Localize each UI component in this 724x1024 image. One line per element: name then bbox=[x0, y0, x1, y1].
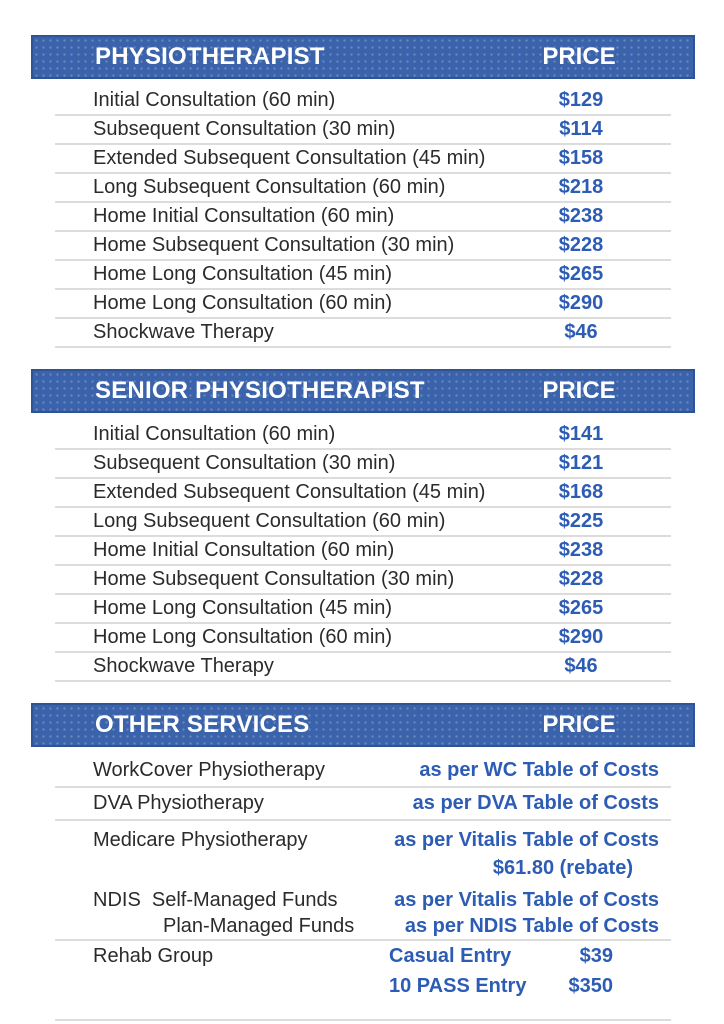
service-name: Home Long Consultation (45 min) bbox=[93, 263, 393, 285]
entry-label: Casual Entry bbox=[389, 945, 512, 967]
service-price: Casual Entry $39 10 PASS Entry $350 bbox=[361, 941, 671, 1001]
service-name: Extended Subsequent Consultation (45 min… bbox=[93, 481, 486, 503]
entry-label: 10 PASS Entry bbox=[389, 975, 527, 997]
price-line: as per NDIS Table of Costs bbox=[404, 915, 659, 937]
price-row: Extended Subsequent Consultation (45 min… bbox=[55, 145, 671, 174]
price-row: Medicare Physiotherapy as per Vitalis Tab… bbox=[55, 821, 671, 887]
price-row: Subsequent Consultation (30 min) $121 bbox=[55, 450, 671, 479]
service-price: as per Vitalis Table of Costs $61.80 (reb… bbox=[361, 826, 671, 882]
service-name: Home Long Consultation (45 min) bbox=[93, 597, 393, 619]
service-line: Plan-Managed Funds bbox=[163, 915, 355, 937]
price-section: OTHER SERVICES PRICE WorkCover Physiothera… bbox=[31, 703, 695, 1021]
price-column-header: PRICE bbox=[542, 377, 616, 404]
price-entry: 10 PASS Entry $350 bbox=[361, 971, 659, 1001]
price-row: Initial Consultation (60 min) $141 bbox=[55, 421, 671, 450]
service-name: DVA Physiotherapy bbox=[93, 792, 264, 814]
service-name: Shockwave Therapy bbox=[93, 655, 274, 677]
service-price: $158 bbox=[558, 147, 604, 169]
service-price: $141 bbox=[558, 423, 604, 445]
price-row: Home Long Consultation (45 min) $265 bbox=[55, 595, 671, 624]
service-name: Home Initial Consultation (60 min) bbox=[93, 539, 395, 561]
price-line: as per Vitalis Table of Costs bbox=[394, 889, 659, 911]
price-column-header: PRICE bbox=[542, 711, 616, 738]
service-name: Long Subsequent Consultation (60 min) bbox=[93, 176, 446, 198]
service-name: Long Subsequent Consultation (60 min) bbox=[93, 510, 446, 532]
service-name: Rehab Group bbox=[93, 945, 214, 967]
price-list: PHYSIOTHERAPIST PRICE Initial Consultation… bbox=[31, 35, 695, 1021]
price-line: as per Vitalis Table of Costs bbox=[394, 829, 659, 851]
price-section: PHYSIOTHERAPIST PRICE Initial Consultation… bbox=[31, 35, 695, 348]
service-price: $290 bbox=[558, 292, 604, 314]
section-header-bar: OTHER SERVICES PRICE bbox=[31, 703, 695, 747]
price-row: Home Subsequent Consultation (30 min) $22… bbox=[55, 232, 671, 261]
price-row: Home Subsequent Consultation (30 min) $22… bbox=[55, 566, 671, 595]
service-price: $114 bbox=[559, 118, 603, 140]
service-rows: WorkCover Physiotherapy as per WC Table o… bbox=[55, 747, 671, 1021]
service-name: Subsequent Consultation (30 min) bbox=[93, 452, 396, 474]
service-price: $238 bbox=[558, 205, 604, 227]
service-price: $46 bbox=[564, 655, 598, 677]
service-name: Home Initial Consultation (60 min) bbox=[93, 205, 395, 227]
service-name: Extended Subsequent Consultation (45 min… bbox=[93, 147, 486, 169]
service-name: Shockwave Therapy bbox=[93, 321, 274, 343]
service-price: as per Vitalis Table of Costs as per NDIS… bbox=[361, 887, 671, 939]
service-price: as per WC Table of Costs bbox=[419, 759, 659, 781]
price-row: Shockwave Therapy $46 bbox=[55, 653, 671, 682]
entry-amount: $39 bbox=[579, 945, 613, 967]
service-price: $168 bbox=[558, 481, 604, 503]
price-row: Shockwave Therapy $46 bbox=[55, 319, 671, 348]
service-price: $46 bbox=[564, 321, 598, 343]
price-row: Home Long Consultation (60 min) $290 bbox=[55, 624, 671, 653]
price-row: Long Subsequent Consultation (60 min) $22… bbox=[55, 508, 671, 537]
price-row: Subsequent Consultation (30 min) $114 bbox=[55, 116, 671, 145]
price-row: DVA Physiotherapy as per DVA Table of Cos… bbox=[55, 788, 671, 821]
service-name: Home Long Consultation (60 min) bbox=[93, 292, 393, 314]
service-rows: Initial Consultation (60 min) $141 Subsequ… bbox=[55, 413, 671, 682]
service-name: Initial Consultation (60 min) bbox=[93, 89, 336, 111]
service-price: $228 bbox=[558, 568, 604, 590]
price-row: Extended Subsequent Consultation (45 min… bbox=[55, 479, 671, 508]
service-price: $265 bbox=[558, 597, 604, 619]
section-title: OTHER SERVICES bbox=[95, 711, 310, 738]
price-column-header: PRICE bbox=[542, 43, 616, 70]
service-price: $218 bbox=[558, 176, 604, 198]
section-title: SENIOR PHYSIOTHERAPIST bbox=[95, 377, 425, 404]
service-name: WorkCover Physiotherapy bbox=[93, 759, 325, 781]
service-name: NDIS Self-Managed Funds Plan-Managed Fund… bbox=[55, 887, 361, 939]
price-entry: Casual Entry $39 bbox=[361, 941, 659, 971]
service-line: NDIS Self-Managed Funds bbox=[93, 889, 338, 911]
service-price: $228 bbox=[558, 234, 604, 256]
section-header-bar: PHYSIOTHERAPIST PRICE bbox=[31, 35, 695, 79]
service-price: $290 bbox=[558, 626, 604, 648]
price-section: SENIOR PHYSIOTHERAPIST PRICE Initial Consu… bbox=[31, 369, 695, 682]
service-name: Home Subsequent Consultation (30 min) bbox=[93, 234, 455, 256]
service-price: $121 bbox=[558, 452, 604, 474]
price-row: Home Initial Consultation (60 min) $238 bbox=[55, 203, 671, 232]
section-title: PHYSIOTHERAPIST bbox=[95, 43, 325, 70]
service-price: $225 bbox=[558, 510, 604, 532]
service-name: Subsequent Consultation (30 min) bbox=[93, 118, 396, 140]
price-row: Initial Consultation (60 min) $129 bbox=[55, 87, 671, 116]
price-row: Home Long Consultation (60 min) $290 bbox=[55, 290, 671, 319]
entry-amount: $350 bbox=[568, 975, 614, 997]
price-line: $61.80 (rebate) bbox=[492, 857, 633, 879]
service-price: $238 bbox=[558, 539, 604, 561]
price-row: Long Subsequent Consultation (60 min) $21… bbox=[55, 174, 671, 203]
service-name: Home Long Consultation (60 min) bbox=[93, 626, 393, 648]
price-row: Home Initial Consultation (60 min) $238 bbox=[55, 537, 671, 566]
price-row: WorkCover Physiotherapy as per WC Table o… bbox=[55, 755, 671, 788]
section-header-bar: SENIOR PHYSIOTHERAPIST PRICE bbox=[31, 369, 695, 413]
service-name: Initial Consultation (60 min) bbox=[93, 423, 336, 445]
price-row: Home Long Consultation (45 min) $265 bbox=[55, 261, 671, 290]
service-rows: Initial Consultation (60 min) $129 Subsequ… bbox=[55, 79, 671, 348]
service-price: $129 bbox=[558, 89, 604, 111]
service-price: as per DVA Table of Costs bbox=[412, 792, 659, 814]
service-name: Home Subsequent Consultation (30 min) bbox=[93, 568, 455, 590]
service-name: Medicare Physiotherapy bbox=[93, 829, 308, 851]
price-row: NDIS Self-Managed Funds Plan-Managed Fund… bbox=[55, 887, 671, 941]
service-price: $265 bbox=[558, 263, 604, 285]
price-row: Rehab Group Casual Entry $39 10 PASS Entry $… bbox=[55, 941, 671, 1021]
